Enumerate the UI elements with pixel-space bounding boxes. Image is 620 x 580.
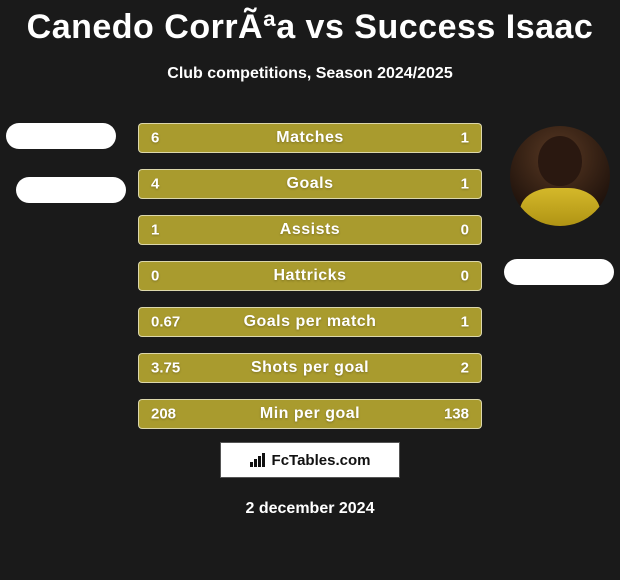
stat-right-value: 1 — [461, 176, 469, 193]
flag-pill-left-2 — [16, 177, 126, 203]
stat-left-value: 0 — [151, 268, 159, 285]
brand-bars-icon — [250, 453, 268, 467]
stat-label: Hattricks — [274, 267, 347, 285]
flag-pill-right — [504, 259, 614, 285]
stat-left-value: 208 — [151, 406, 176, 423]
stat-right-value: 1 — [461, 130, 469, 147]
stat-left-value: 3.75 — [151, 360, 180, 377]
stat-left-value: 1 — [151, 222, 159, 239]
stat-row: 6 Matches 1 — [138, 123, 482, 153]
footer-date: 2 december 2024 — [0, 500, 620, 518]
stat-row: 1 Assists 0 — [138, 215, 482, 245]
stat-right-value: 1 — [461, 314, 469, 331]
stat-row: 0 Hattricks 0 — [138, 261, 482, 291]
brand-badge: FcTables.com — [220, 442, 400, 478]
stat-right-value: 0 — [461, 222, 469, 239]
flag-pill-left-1 — [6, 123, 116, 149]
stats-bars: 6 Matches 1 4 Goals 1 1 Assists 0 0 Hatt… — [138, 123, 482, 445]
stat-left-value: 0.67 — [151, 314, 180, 331]
subtitle: Club competitions, Season 2024/2025 — [0, 65, 620, 83]
page-title: Canedo CorrÃªa vs Success Isaac — [0, 0, 620, 47]
stat-label: Matches — [276, 129, 344, 147]
stat-right-value: 0 — [461, 268, 469, 285]
stat-label: Min per goal — [260, 405, 360, 423]
brand-text: FcTables.com — [272, 452, 371, 469]
stat-label: Goals per match — [244, 313, 377, 331]
stat-row: 3.75 Shots per goal 2 — [138, 353, 482, 383]
stat-left-value: 4 — [151, 176, 159, 193]
stat-row: 4 Goals 1 — [138, 169, 482, 199]
stat-left-value: 6 — [151, 130, 159, 147]
stat-right-value: 2 — [461, 360, 469, 377]
stat-row: 208 Min per goal 138 — [138, 399, 482, 429]
stat-label: Shots per goal — [251, 359, 369, 377]
stat-row: 0.67 Goals per match 1 — [138, 307, 482, 337]
stat-right-value: 138 — [444, 406, 469, 423]
stat-label: Assists — [280, 221, 340, 239]
stat-label: Goals — [287, 175, 334, 193]
player-avatar-right — [510, 126, 610, 226]
